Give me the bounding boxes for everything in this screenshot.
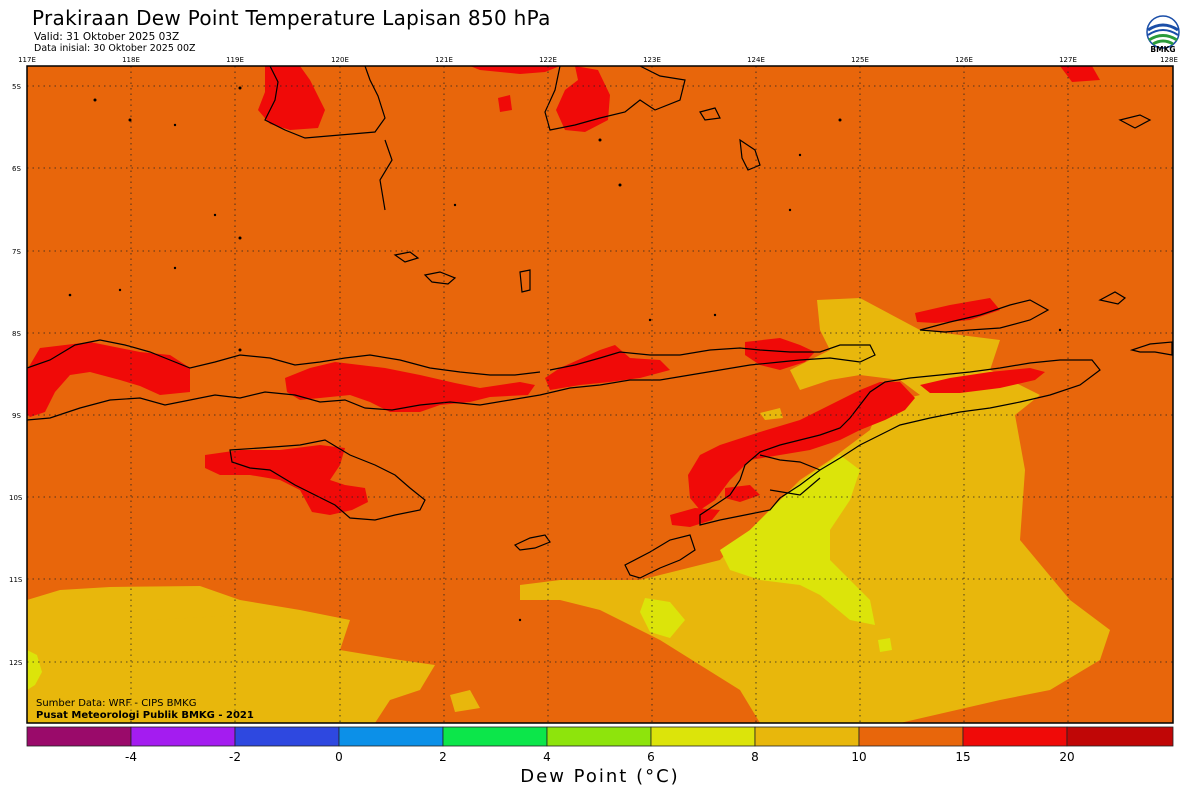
lon-label: 125E xyxy=(851,56,869,64)
lon-label: 123E xyxy=(643,56,661,64)
lon-label: 118E xyxy=(122,56,140,64)
lat-label: 8S xyxy=(12,330,21,338)
map-title: Prakiraan Dew Point Temperature Lapisan … xyxy=(32,6,551,30)
lon-label: 126E xyxy=(955,56,973,64)
lat-labels: 5S 6S 7S 8S 9S 10S 11S 12S xyxy=(9,83,23,667)
valid-time: Valid: 31 Oktober 2025 03Z xyxy=(34,31,180,43)
lon-label: 119E xyxy=(226,56,244,64)
lon-label: 120E xyxy=(331,56,349,64)
lon-labels: 117E 118E 119E 120E 121E 122E 123E 124E … xyxy=(18,56,1178,64)
lat-label: 12S xyxy=(9,659,23,667)
center-credit: Pusat Meteorologi Publik BMKG - 2021 xyxy=(36,710,254,721)
dewpoint-band-6-8 xyxy=(27,455,892,690)
bmkg-logo-icon xyxy=(1146,15,1180,49)
colorbar-label: Dew Point (°C) xyxy=(520,766,680,787)
data-source-credit: Sumber Data: WRF - CIPS BMKG xyxy=(36,698,197,709)
logo-text: BMKG xyxy=(1150,45,1176,54)
lon-label: 121E xyxy=(435,56,453,64)
dewpoint-band-15-20 xyxy=(27,66,1100,527)
map-canvas xyxy=(26,65,1174,724)
lon-label: 117E xyxy=(18,56,36,64)
lon-label: 127E xyxy=(1059,56,1077,64)
lat-label: 5S xyxy=(12,83,21,91)
lat-label: 9S xyxy=(12,412,21,420)
lat-label: 10S xyxy=(9,494,23,502)
lon-label: 128E xyxy=(1160,56,1178,64)
lon-label: 122E xyxy=(539,56,557,64)
lat-label: 7S xyxy=(12,248,21,256)
lat-label: 11S xyxy=(9,576,23,584)
lat-label: 6S xyxy=(12,165,21,173)
small-islands xyxy=(68,86,1062,622)
initial-time: Data inisial: 30 Oktober 2025 00Z xyxy=(34,43,196,54)
gridlines xyxy=(27,66,1173,723)
coastlines xyxy=(26,65,1173,579)
lon-label: 124E xyxy=(747,56,765,64)
